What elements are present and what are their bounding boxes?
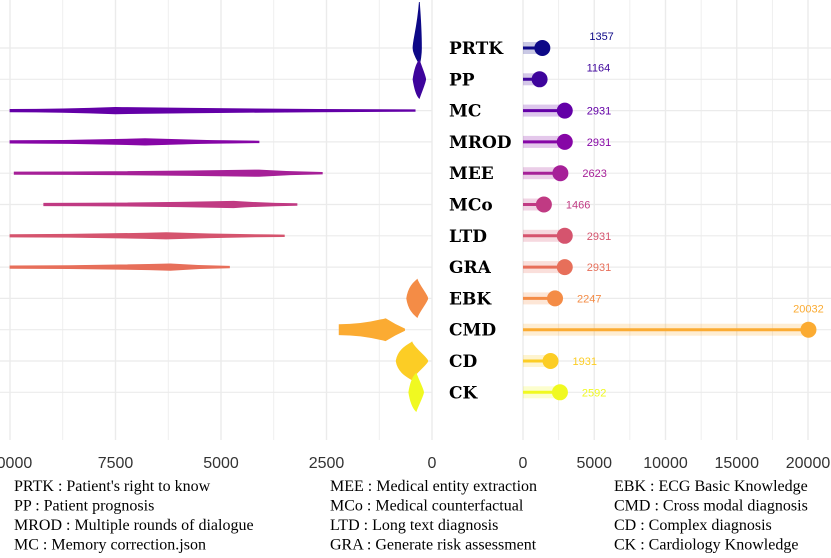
violin-ebk <box>406 278 429 319</box>
violin-mee <box>13 169 323 177</box>
category-label-mee: MEE <box>449 164 494 184</box>
category-label-ltd: LTD <box>449 227 487 247</box>
legend-entry: PP : Patient prognosis <box>14 498 154 515</box>
lollipop-dot-ltd <box>556 227 573 244</box>
violin-prtk <box>412 1 422 65</box>
lollipop-dot-ck <box>551 384 568 401</box>
legend-entry: PRTK : Patient's right to know <box>14 478 211 495</box>
violin-cd <box>395 341 429 381</box>
count-label-pp: 1164 <box>587 62 611 74</box>
count-label-mrod: 2931 <box>587 137 611 149</box>
lollipop-dot-gra <box>556 259 573 276</box>
category-label-mc: MC <box>449 102 481 122</box>
right-tick-label: 20000 <box>786 455 831 472</box>
legend-entry: MCo : Medical counterfactual <box>330 498 524 515</box>
violin-ck <box>408 372 424 413</box>
lollipop-dot-mco <box>535 196 552 213</box>
right-tick-label: 10000 <box>643 455 688 472</box>
lollipop-dot-prtk <box>534 40 551 56</box>
violin-pp <box>412 59 427 100</box>
violin-mrod <box>9 138 260 146</box>
right-tick-label: 0 <box>519 455 528 472</box>
legend: PRTK : Patient's right to know PP : Patie… <box>14 478 808 554</box>
category-label-pp: PP <box>449 70 475 90</box>
category-labels: PRTK PP MC MROD MEE MCo LTD GRA EBK CMD CD CK <box>449 39 512 403</box>
right-tick-label: 5000 <box>576 455 612 472</box>
category-label-gra: GRA <box>449 258 492 278</box>
count-label-mco: 1466 <box>566 200 590 212</box>
lollipop-panel: 1357 1164 2931 2931 2623 1466 2931 2931 2247 2003… <box>523 31 824 401</box>
category-label-cd: CD <box>449 352 478 372</box>
right-tick-label: 15000 <box>715 455 760 472</box>
legend-entry: CD : Complex diagnosis <box>614 517 772 534</box>
category-label-ck: CK <box>449 383 479 403</box>
category-label-ebk: EBK <box>449 289 492 309</box>
count-label-ebk: 2247 <box>577 293 601 305</box>
lollipop-dot-mc <box>556 102 573 119</box>
violin-mco <box>43 200 298 209</box>
category-label-prtk: PRTK <box>449 39 504 59</box>
legend-entry: MC : Memory correction.json <box>14 537 206 554</box>
category-label-cmd: CMD <box>449 321 496 341</box>
count-label-cmd: 20032 <box>793 304 824 316</box>
left-tick-label: 0 <box>428 455 437 472</box>
count-label-cd: 1931 <box>573 356 597 368</box>
count-label-mee: 2623 <box>582 168 606 180</box>
lollipop-dot-ebk <box>547 290 564 307</box>
legend-entry: MEE : Medical entity extraction <box>330 478 537 495</box>
category-label-mco: MCo <box>449 196 493 216</box>
legend-entry: CMD : Cross modal diagnosis <box>614 498 808 515</box>
violin-mc <box>9 106 416 115</box>
left-tick-label: 2500 <box>309 455 345 472</box>
violin-panel <box>9 1 429 413</box>
legend-entry: GRA : Generate risk assessment <box>330 537 537 554</box>
count-label-ltd: 2931 <box>587 231 611 243</box>
lollipop-dot-cmd <box>800 321 817 338</box>
count-label-gra: 2931 <box>587 262 611 274</box>
lollipop-dot-mee <box>552 165 569 182</box>
category-label-mrod: MROD <box>449 133 512 153</box>
legend-entry: CK : Cardiology Knowledge <box>614 537 798 554</box>
axis-tick-labels: 10000 7500 5000 2500 0 0 5000 10000 15000 20000 <box>0 455 830 472</box>
count-label-prtk: 1357 <box>589 31 613 43</box>
violin-ltd <box>9 232 285 240</box>
left-tick-label: 5000 <box>203 455 239 472</box>
violin-cmd <box>338 318 405 342</box>
lollipop-dot-cd <box>542 353 559 369</box>
left-tick-label: 10000 <box>0 455 32 472</box>
legend-entry: LTD : Long text diagnosis <box>330 517 498 534</box>
count-label-ck: 2592 <box>582 387 606 399</box>
count-label-mc: 2931 <box>587 106 611 118</box>
legend-entry: MROD : Multiple rounds of dialogue <box>14 517 254 534</box>
violin-gra <box>9 263 230 271</box>
lollipop-dot-pp <box>531 71 548 88</box>
left-tick-label: 7500 <box>98 455 134 472</box>
legend-entry: EBK : ECG Basic Knowledge <box>614 478 808 495</box>
lollipop-dot-mrod <box>556 133 573 150</box>
